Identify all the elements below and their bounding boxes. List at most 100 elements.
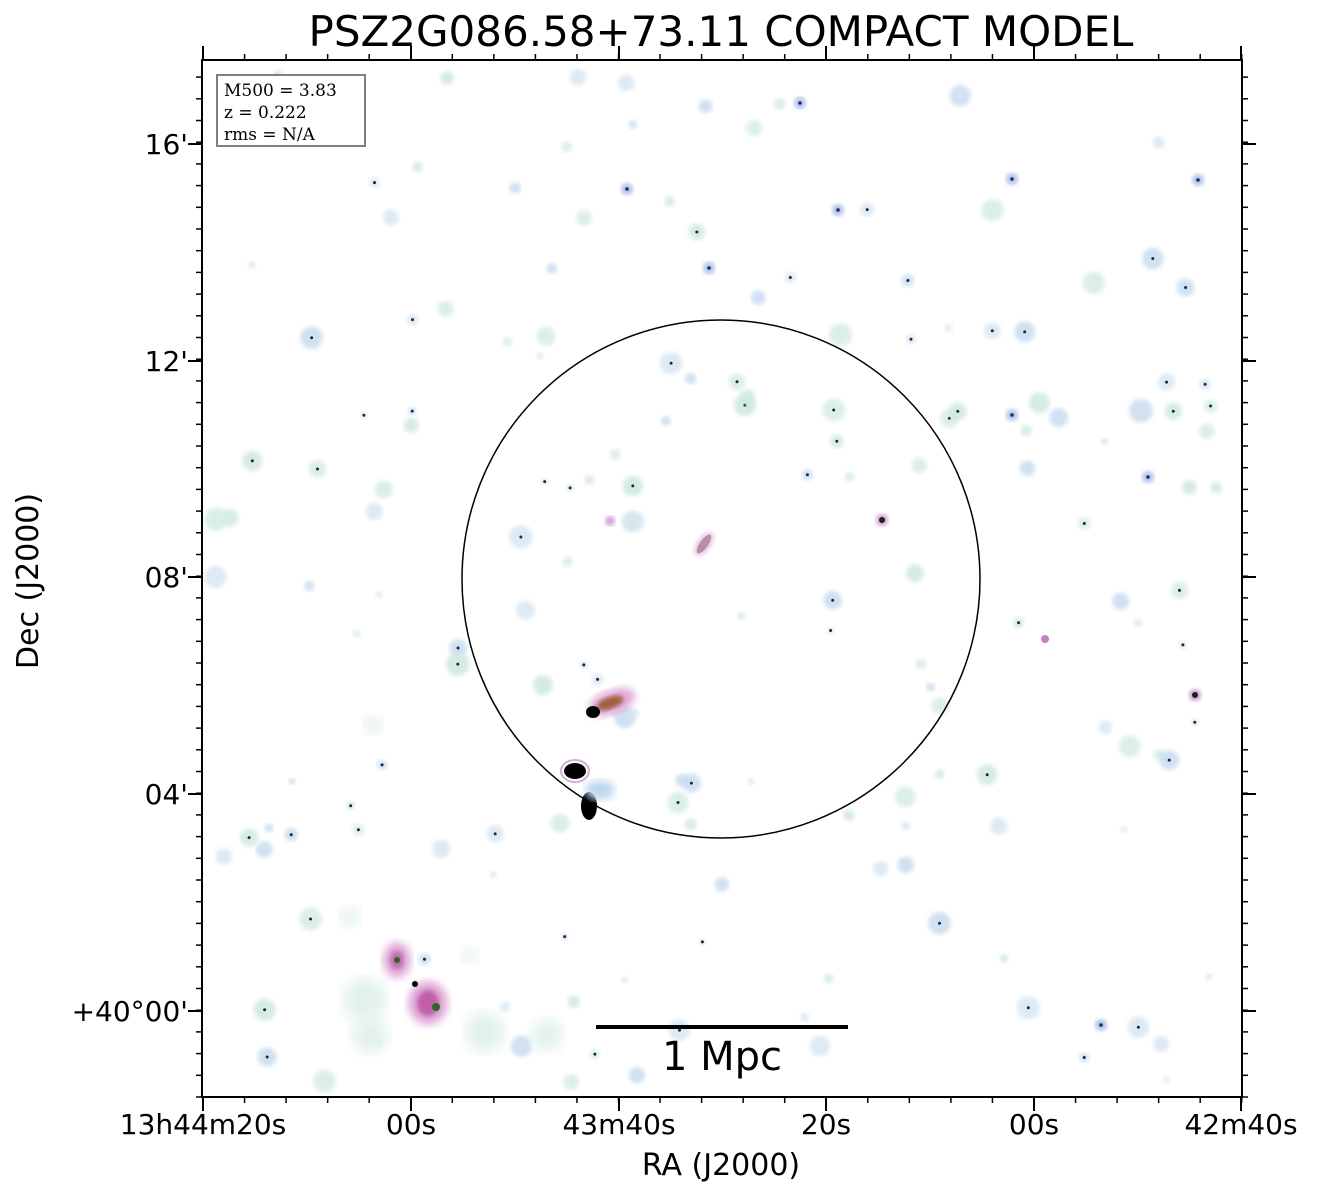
ra-tick-label: 00s — [385, 1108, 437, 1141]
source-peak — [689, 781, 693, 785]
source-peak — [1010, 177, 1014, 181]
source-peak — [423, 957, 426, 961]
source-peak — [947, 416, 951, 420]
source-peak — [563, 935, 567, 939]
faint-source — [685, 372, 697, 385]
source-peak — [380, 763, 384, 767]
faint-source — [412, 161, 423, 172]
source-peak — [1023, 330, 1027, 334]
faint-source — [563, 1074, 580, 1090]
figure-title: PSZ2G086.58+73.11 COMPACT MODEL — [308, 7, 1134, 56]
faint-source — [623, 511, 645, 532]
faint-source — [255, 841, 273, 858]
source-peak — [289, 833, 293, 837]
faint-source — [915, 658, 927, 669]
source-peak — [695, 230, 699, 234]
source-peak — [1209, 404, 1213, 408]
source-peak — [265, 1055, 269, 1059]
source-peak — [309, 917, 312, 921]
axes-frame — [201, 59, 1243, 1098]
diffuse-blob — [352, 1017, 388, 1053]
faint-source — [895, 786, 916, 808]
faint-source — [1210, 481, 1222, 494]
source-peak — [519, 535, 523, 539]
faint-source — [432, 839, 451, 858]
source-peak — [263, 1008, 267, 1012]
faint-source — [567, 995, 581, 1008]
x-axis-label: RA (J2000) — [641, 1148, 801, 1183]
source-peak — [373, 181, 376, 185]
source-peak — [743, 403, 747, 407]
dec-tick-label: 08' — [144, 561, 188, 594]
faint-source — [1133, 618, 1143, 628]
diffuse-blob — [531, 1019, 563, 1051]
source-peak — [250, 459, 254, 463]
faint-source — [828, 323, 853, 347]
faint-source — [949, 85, 971, 107]
source-peak — [410, 409, 414, 413]
faint-source — [664, 196, 675, 207]
source-peak — [836, 208, 840, 212]
ra-tick-label: 00s — [1008, 1108, 1060, 1141]
faint-source — [901, 821, 911, 831]
diffuse-blob — [462, 947, 478, 963]
faint-source — [550, 813, 570, 833]
dec-tick-label: 04' — [144, 778, 188, 811]
dec-tick-label: +40°00' — [71, 995, 188, 1028]
source-peak — [1026, 1006, 1030, 1010]
source-peak — [1167, 758, 1171, 762]
source-peak — [362, 413, 366, 417]
source-peak — [1136, 1025, 1140, 1029]
faint-source — [376, 591, 383, 598]
faint-source — [843, 809, 855, 821]
axis-ticks — [188, 46, 1256, 1111]
faint-source — [747, 777, 755, 786]
faint-source — [1049, 408, 1069, 428]
faint-source — [714, 877, 729, 892]
ra-tick-label: 43m40s — [562, 1108, 676, 1141]
source-peak — [543, 480, 547, 484]
source-peak — [1184, 286, 1188, 289]
faint-source — [562, 556, 573, 567]
diffuse-blob — [465, 1012, 505, 1052]
source-peak — [1193, 720, 1197, 724]
source-peak — [1203, 382, 1207, 386]
faint-source — [561, 141, 572, 153]
faint-source — [873, 861, 889, 877]
image-background — [202, 60, 1242, 1097]
source-peak — [735, 380, 739, 384]
faint-source — [609, 449, 621, 460]
y-axis-label: Dec (J2000) — [11, 492, 46, 670]
cluster-info-box: M500 = 3.83 z = 0.222 rms = N/A — [216, 74, 366, 147]
faint-source — [981, 199, 1004, 222]
faint-source — [403, 417, 419, 433]
source-peak — [990, 329, 994, 333]
faint-source — [1020, 425, 1032, 436]
faint-source — [621, 976, 628, 984]
source-peak — [1082, 1056, 1086, 1059]
source-peak — [625, 187, 629, 191]
r500-circle — [461, 319, 981, 839]
faint-source — [1082, 271, 1105, 295]
diffuse-blob — [343, 978, 387, 1022]
extended-sources — [383, 514, 1201, 1025]
faint-source — [584, 475, 595, 485]
source-peak — [788, 276, 792, 279]
faint-source — [1152, 136, 1165, 149]
faint-source — [618, 74, 635, 92]
source-peak — [631, 484, 635, 488]
source-peak — [707, 266, 711, 270]
source-peak — [956, 409, 960, 413]
source-peak — [676, 801, 680, 804]
faint-source — [313, 1069, 336, 1093]
faint-source — [1100, 437, 1108, 445]
faint-source — [685, 818, 697, 831]
faint-source — [999, 954, 1009, 963]
source-bright-core-1 — [564, 763, 586, 779]
faint-source — [931, 697, 948, 714]
source-peak — [1165, 380, 1168, 384]
source-peak — [1151, 257, 1155, 260]
info-mass: M500 = 3.83 — [224, 81, 337, 101]
source-peak — [985, 773, 989, 777]
